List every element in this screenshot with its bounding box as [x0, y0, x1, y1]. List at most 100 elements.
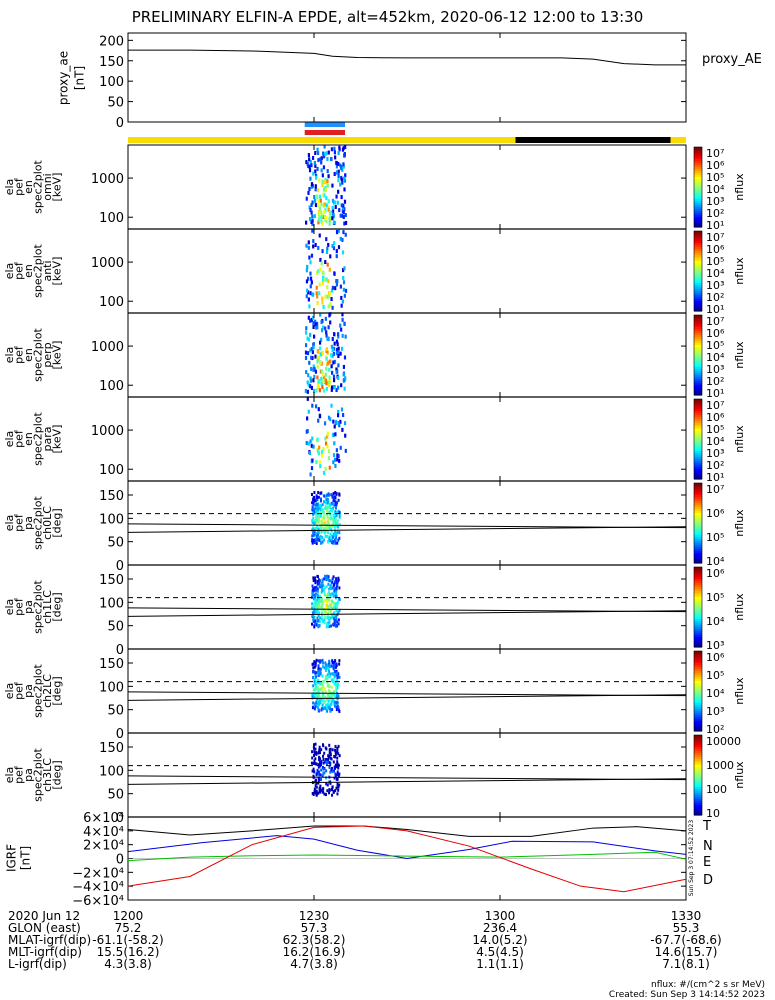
spectrogram-pixel-ch2LC — [317, 666, 320, 670]
spectrogram-pixel-anti — [326, 294, 329, 299]
spectrogram-pixel-ch3LC — [338, 754, 341, 758]
spectrogram-pixel-anti — [318, 282, 321, 287]
colorbar-cell-ch1LC — [694, 629, 702, 632]
colorbar-cell-ch0LC — [694, 531, 702, 534]
spectrogram-pixel-ch3LC — [325, 747, 328, 751]
colorbar-cell-para — [694, 421, 702, 424]
spectrogram-pixel-perp — [332, 360, 335, 365]
spectrogram-pixel-omni — [344, 145, 347, 150]
colorbar-cell-ch3LC — [694, 805, 702, 808]
spectrogram-pixel-ch3LC — [336, 792, 339, 796]
spectrogram-pixel-ch1LC — [324, 599, 327, 603]
spectrogram-pixel-ch2LC — [322, 701, 325, 705]
legend-label-proxy_AE: proxy_AE — [702, 52, 762, 67]
panel-frame-para — [127, 396, 687, 482]
colorbar-cell-ch3LC — [694, 751, 702, 754]
spectrogram-pixel-perp — [320, 328, 324, 333]
spectrogram-pixel-ch1LC — [334, 594, 337, 598]
spectrogram-pixel-ch0LC — [312, 516, 315, 520]
spectrogram-pixel-ch3LC — [328, 765, 331, 769]
colorbar-cell-anti — [694, 275, 702, 278]
spectrogram-pixel-ch2LC — [314, 663, 317, 667]
colorbar-cell-ch2LC — [694, 717, 702, 720]
y-axis-label-ch2LC: pa — [22, 684, 35, 698]
spectrogram-pixel-ch1LC — [337, 576, 340, 580]
loss-cone-line-lower-ch1LC — [127, 610, 687, 617]
spectrogram-pixel-ch0LC — [320, 507, 323, 511]
y-tick-label-ch3LC: 100 — [99, 764, 124, 779]
spectrogram-pixel-perp — [332, 374, 336, 379]
spectrogram-pixel-ch0LC — [332, 519, 335, 523]
y-axis-label-perp: en — [22, 348, 35, 362]
spectrogram-pixel-ch3LC — [325, 782, 328, 786]
spectrogram-pixel-ch3LC — [330, 757, 333, 761]
colorbar-cell-perp — [694, 385, 702, 388]
spectrogram-pixel-ch0LC — [336, 501, 339, 505]
colorbar-cell-ch3LC — [694, 747, 702, 750]
spectrogram-pixel-ch3LC — [313, 770, 316, 774]
spectrogram-pixel-ch3LC — [313, 787, 316, 791]
spectrogram-pixel-ch1LC — [311, 589, 314, 593]
spectrogram-pixel-perp — [312, 388, 316, 393]
colorbar-cell-omni — [694, 205, 702, 208]
spectrogram-pixel-ch0LC — [334, 506, 337, 510]
spectrogram-pixel-ch3LC — [318, 745, 321, 749]
spectrogram-pixel-ch1LC — [318, 594, 321, 598]
colorbar-cell-omni — [694, 165, 702, 168]
spectrogram-pixel-ch3LC — [334, 744, 337, 748]
colorbar-cell-ch3LC — [694, 749, 702, 752]
spectrogram-pixel-perp — [335, 370, 338, 375]
colorbar-cell-omni — [694, 153, 702, 156]
y-tick-label-ch3LC: 150 — [99, 741, 124, 756]
spectrogram-pixel-ch1LC — [321, 604, 324, 608]
spectrogram-pixel-ch0LC — [323, 520, 326, 524]
colorbar-cell-ch1LC — [694, 607, 702, 610]
colorbar-cell-omni — [694, 155, 702, 158]
spectrogram-pixel-ch0LC — [318, 517, 321, 521]
spectrogram-pixel-ch1LC — [317, 613, 320, 617]
spectrogram-pixel-perp — [309, 384, 312, 389]
spectrogram-pixel-ch3LC — [329, 753, 332, 757]
spectrogram-pixel-ch0LC — [311, 538, 314, 542]
spectrogram-pixel-omni — [322, 151, 325, 156]
colorbar-cell-ch2LC — [694, 729, 702, 732]
colorbar-cell-ch2LC — [694, 657, 702, 660]
colorbar-cell-para — [694, 399, 702, 402]
spectrogram-pixel-ch3LC — [326, 789, 329, 793]
spectrogram-pixel-anti — [310, 253, 314, 258]
spectrogram-pixel-ch3LC — [314, 762, 317, 766]
spectrogram-pixel-ch2LC — [333, 693, 336, 697]
spectrogram-pixel-para — [337, 420, 340, 425]
spectrogram-pixel-ch2LC — [335, 708, 338, 712]
spectrogram-pixel-perp — [312, 367, 315, 372]
spectrogram-pixel-anti — [340, 303, 343, 308]
colorbar-cell-perp — [694, 337, 702, 340]
spectrogram-pixel-para — [332, 453, 336, 458]
spectrogram-pixel-ch2LC — [333, 671, 336, 675]
colorbar-tick-label-para: 10¹ — [706, 471, 724, 484]
spectrogram-pixel-ch0LC — [326, 515, 329, 519]
colorbar-cell-ch2LC — [694, 655, 702, 658]
x-axis-row-value: 55.3 — [673, 921, 700, 935]
spectrogram-pixel-ch3LC — [328, 791, 331, 795]
spectrogram-pixel-ch1LC — [323, 591, 326, 595]
spectrogram-pixel-omni — [339, 213, 342, 218]
colorbar-cell-perp — [694, 349, 702, 352]
spectrogram-pixel-ch1LC — [332, 605, 335, 609]
colorbar-cell-omni — [694, 163, 702, 166]
spectrogram-pixel-ch1LC — [325, 585, 328, 589]
spectrogram-pixel-ch0LC — [310, 492, 313, 496]
y-tick-label-ch1LC: 0 — [116, 643, 124, 658]
spectrogram-pixel-para — [330, 403, 333, 408]
spectrogram-pixel-anti — [327, 304, 330, 309]
spectrogram-pixel-ch0LC — [316, 503, 319, 507]
colorbar-tick-label-ch1LC: 10³ — [706, 639, 724, 652]
spectrogram-pixel-anti — [344, 288, 348, 293]
colorbar-cell-ch2LC — [694, 651, 702, 654]
spectrogram-pixel-perp — [325, 381, 328, 386]
spectrogram-pixel-anti — [336, 279, 339, 284]
spectrogram-pixel-perp — [311, 356, 314, 361]
colorbar-tick-label-ch2LC: 10³ — [706, 705, 724, 718]
colorbar-cell-omni — [694, 161, 702, 164]
colorbar-cell-omni — [694, 149, 702, 152]
